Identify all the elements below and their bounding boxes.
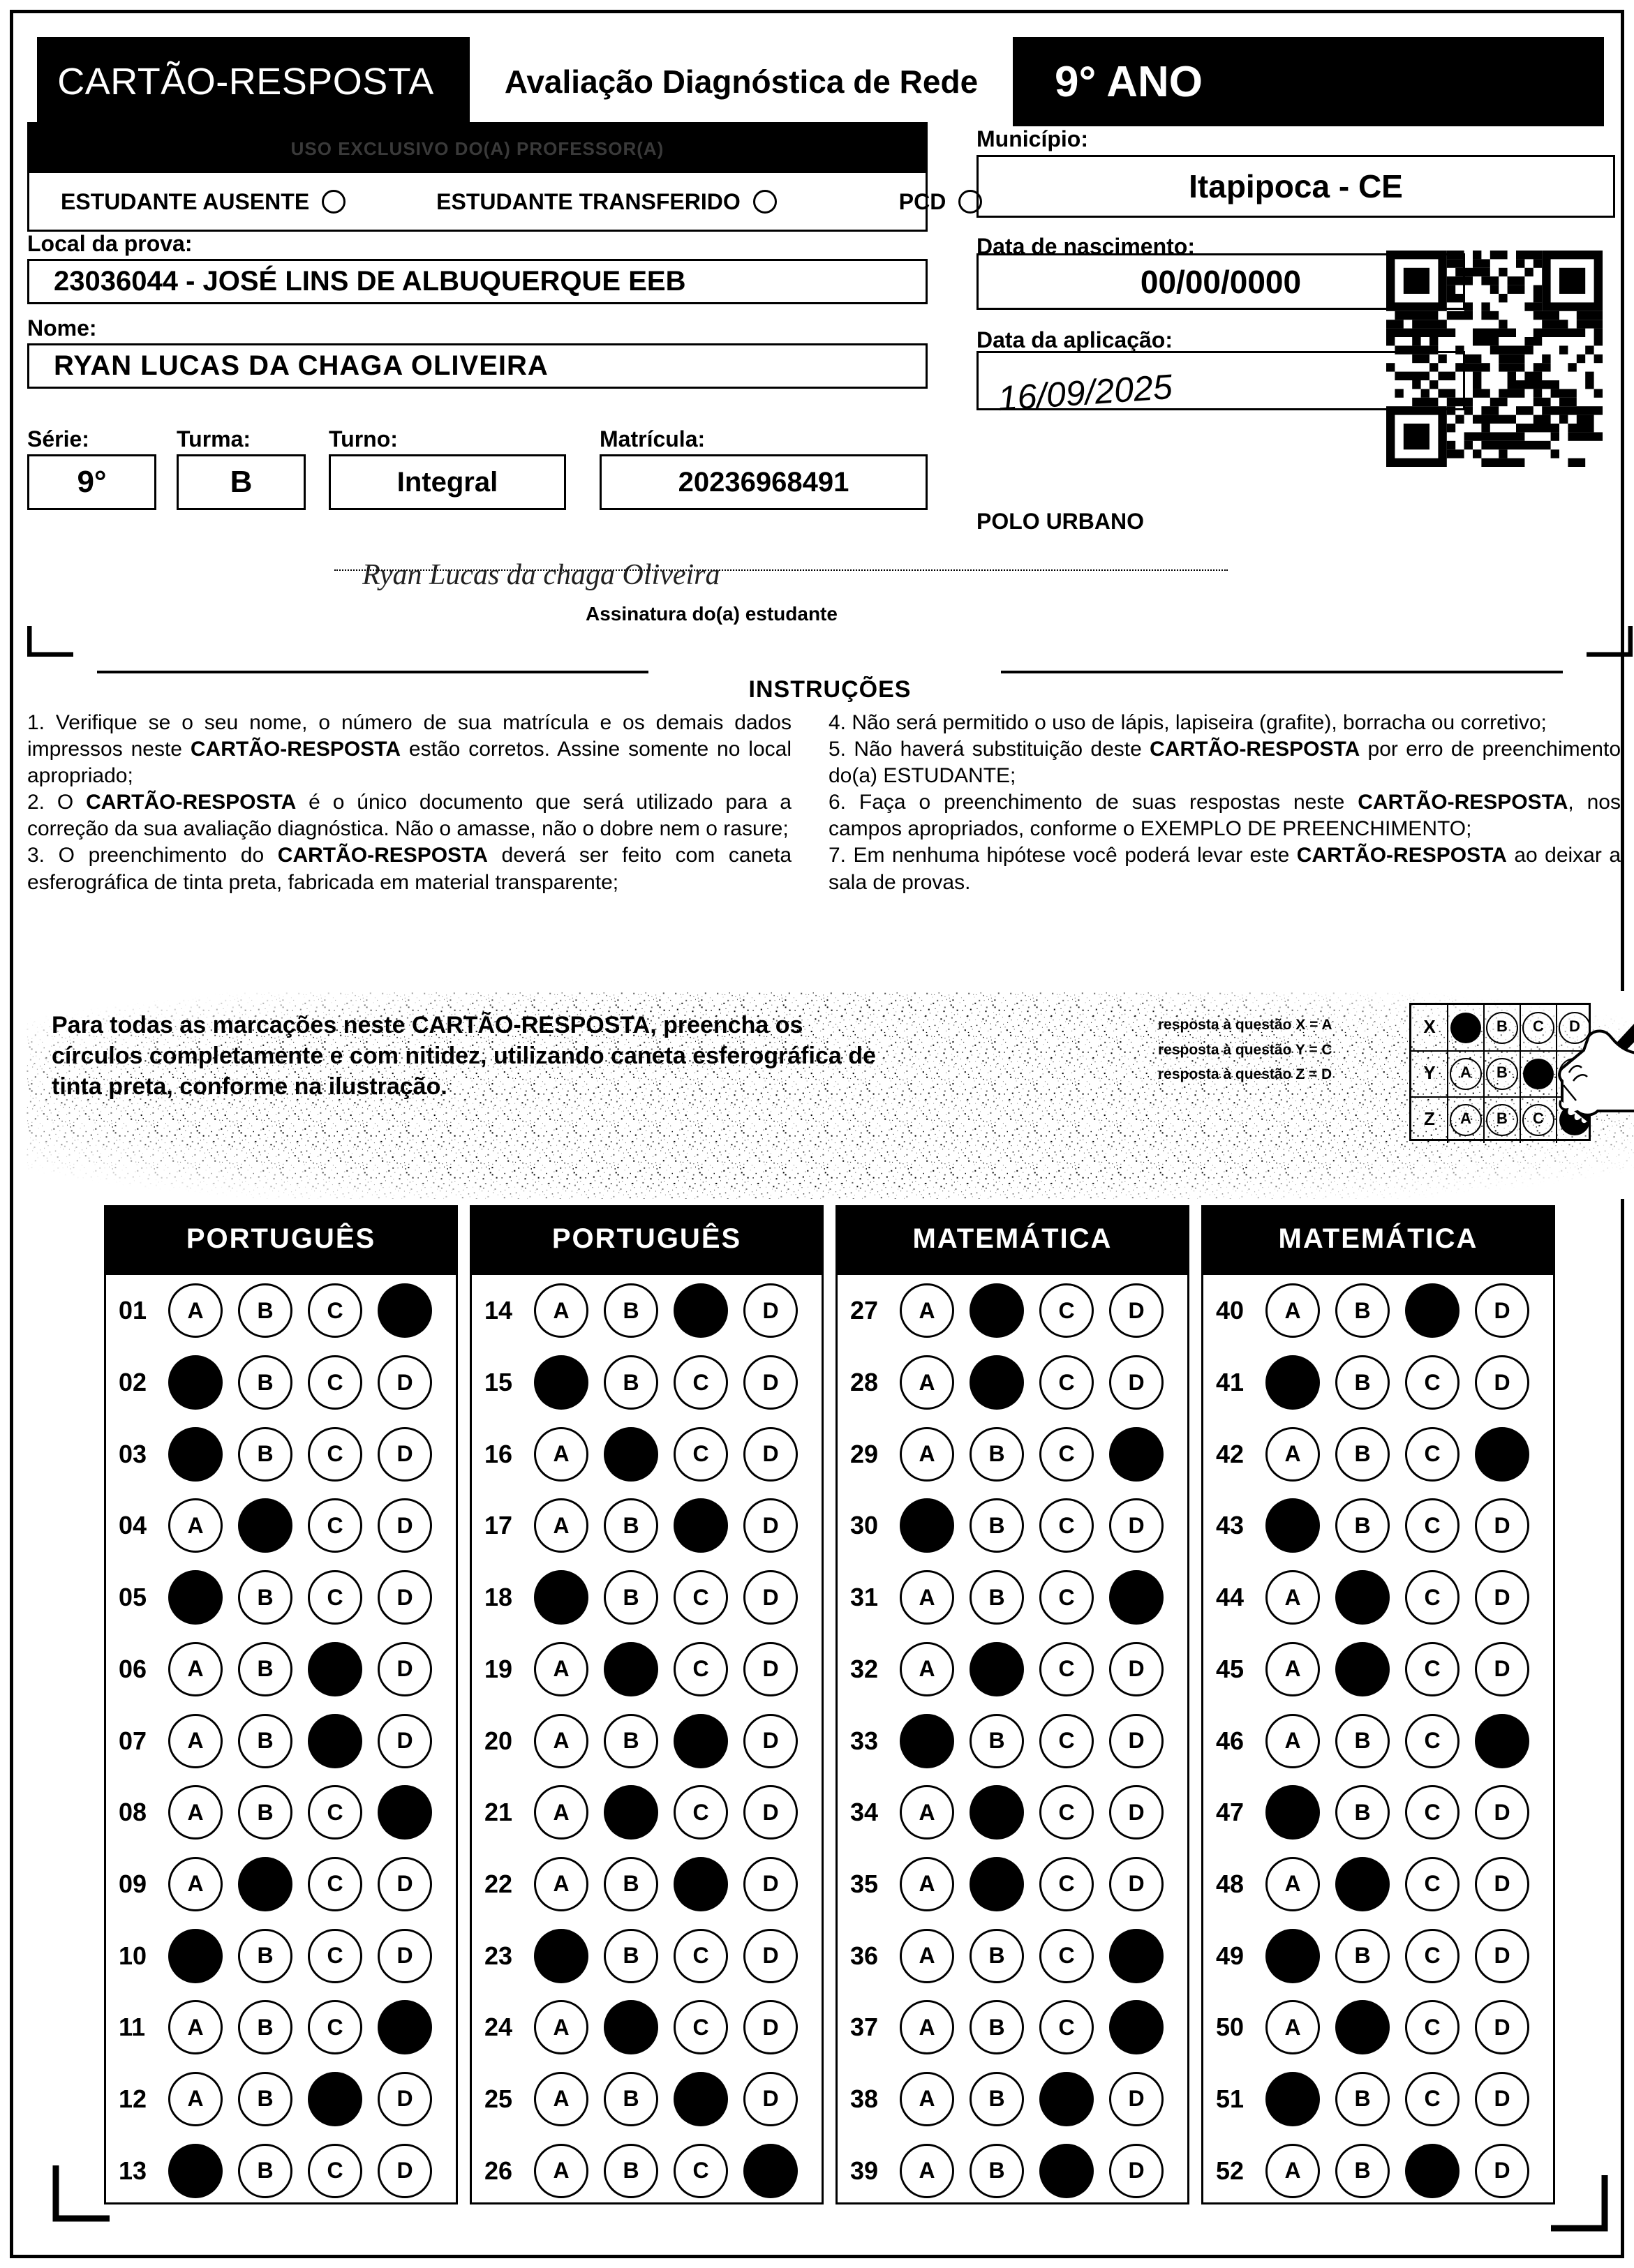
svg-text:Ryan Lucas da chaga Olivei: Ryan Lucas da chaga Oliveira bbox=[362, 559, 720, 591]
